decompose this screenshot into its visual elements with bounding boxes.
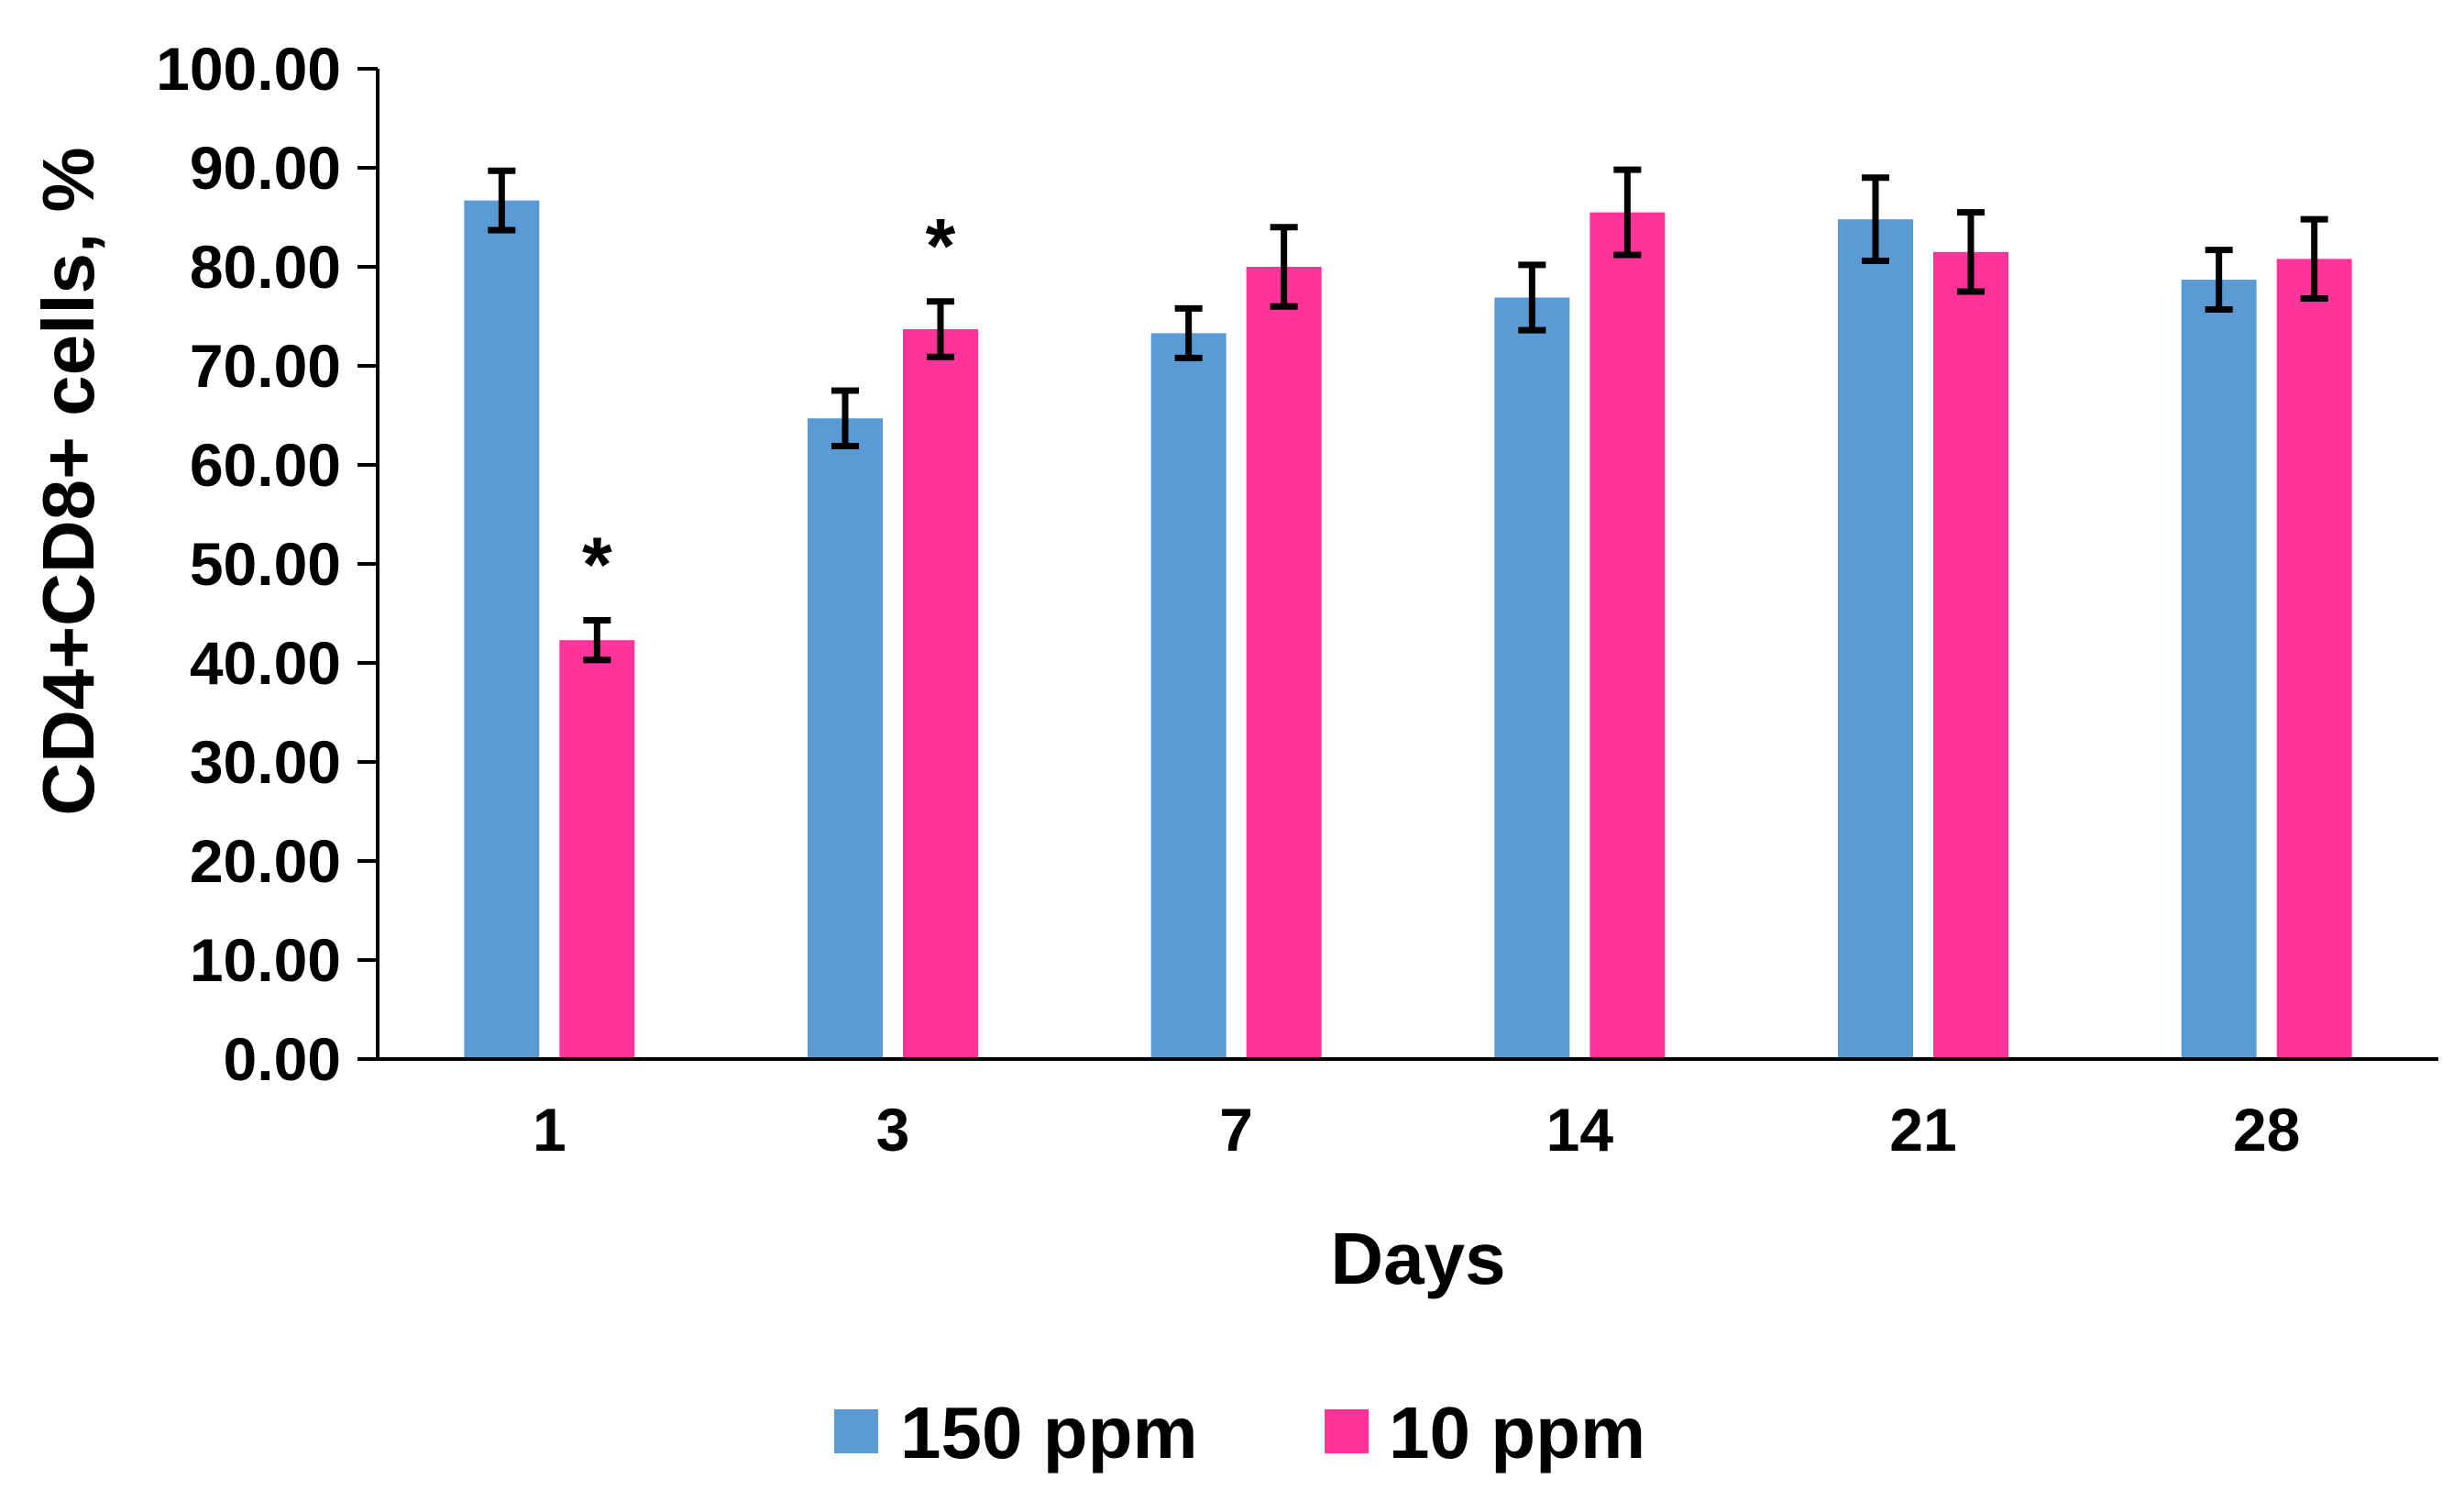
x-axis-title: Days <box>1330 1218 1505 1299</box>
y-tick-label: 90.00 <box>190 134 341 202</box>
y-tick-label: 40.00 <box>190 629 341 697</box>
bar-10-ppm-day-21 <box>1933 251 2008 1059</box>
bar-10-ppm-day-1 <box>559 640 635 1059</box>
y-tick-label: 10.00 <box>190 926 341 994</box>
x-tick-label-7: 7 <box>1219 1096 1253 1164</box>
y-tick-label: 20.00 <box>190 827 341 895</box>
bar-10-ppm-day-3 <box>903 329 978 1059</box>
y-tick-label: 80.00 <box>190 233 341 301</box>
x-tick-label-3: 3 <box>876 1096 910 1164</box>
legend-label-150-ppm: 150 ppm <box>900 1392 1198 1473</box>
bars-layer <box>464 200 2352 1060</box>
bar-10-ppm-day-28 <box>2276 259 2352 1059</box>
error-bars-layer <box>488 166 2328 664</box>
labels-layer: * 1 * 3 7 14 21 28 0.00 10.00 20.00 30.00 40.00 50.00… <box>28 35 2300 1299</box>
significance-mark-day-1: * <box>582 522 612 608</box>
bar-150-ppm-day-3 <box>808 418 883 1059</box>
axes-layer <box>358 67 2438 1061</box>
legend: 150 ppm 10 ppm <box>834 1392 1645 1473</box>
bar-150-ppm-day-7 <box>1150 333 1226 1059</box>
y-axis-title: CD4+CD8+ cells, % <box>28 147 109 815</box>
bar-150-ppm-day-21 <box>1838 219 1913 1059</box>
bar-10-ppm-day-7 <box>1246 267 1322 1059</box>
y-tick-label: 50.00 <box>190 530 341 598</box>
x-tick-label-28: 28 <box>2233 1096 2300 1164</box>
bar-150-ppm-day-14 <box>1494 297 1570 1060</box>
bar-150-ppm-day-1 <box>464 200 540 1059</box>
y-tick-label: 30.00 <box>190 728 341 796</box>
y-tick-label: 0.00 <box>224 1025 341 1093</box>
bar-150-ppm-day-28 <box>2181 280 2257 1059</box>
x-tick-label-1: 1 <box>533 1096 566 1164</box>
y-tick-label: 70.00 <box>190 332 341 400</box>
legend-swatch-150-ppm <box>834 1409 878 1453</box>
y-tick-label: 60.00 <box>190 431 341 499</box>
significance-mark-day-3: * <box>926 203 956 289</box>
y-tick-label: 100.00 <box>156 35 341 103</box>
legend-swatch-10-ppm <box>1325 1409 1369 1453</box>
x-tick-label-14: 14 <box>1546 1096 1614 1164</box>
legend-label-10-ppm: 10 ppm <box>1389 1392 1645 1473</box>
x-tick-label-21: 21 <box>1889 1096 1956 1164</box>
bar-10-ppm-day-14 <box>1590 212 1666 1060</box>
